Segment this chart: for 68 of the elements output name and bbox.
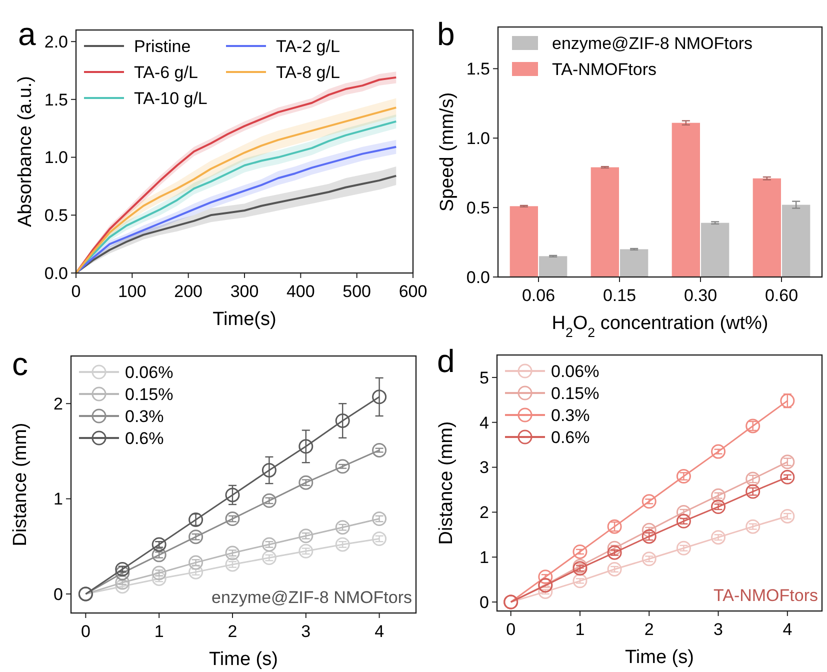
- y-axis-title: Distance (mm): [436, 421, 457, 545]
- legend-label: 0.6%: [125, 428, 164, 448]
- x-tick-label: 1: [575, 620, 585, 639]
- legend-label: TA-6 g/L: [134, 62, 198, 82]
- legend-label: 0.6%: [551, 428, 590, 447]
- x-tick-label: 3: [301, 622, 311, 641]
- annotation: TA-NMOFtors: [713, 586, 818, 605]
- chart-title: a: [18, 16, 36, 52]
- x-tick-label: 0: [80, 622, 90, 641]
- x-axis-title: Time (s): [625, 647, 694, 668]
- y-tick-label: 3: [480, 458, 489, 478]
- annotation: enzyme@ZIF-8 NMOFtors: [212, 588, 412, 607]
- y-tick-label: 1: [480, 548, 489, 568]
- x-tick-label: 100: [118, 282, 146, 301]
- legend-label: 0.06%: [551, 362, 600, 381]
- y-tick-label: 2: [480, 503, 489, 522]
- y-axis-title: Absorbance (a.u.): [15, 76, 36, 228]
- x-axis-title: H$_{2}$O$_{2}$ concentration (wt%): [552, 313, 768, 340]
- x-tick-label: 600: [398, 282, 428, 301]
- legend-label: TA-10 g/L: [134, 88, 208, 108]
- legend-label: 0.3%: [551, 406, 590, 425]
- legend-label: TA-8 g/L: [276, 62, 340, 82]
- y-tick-label: 0.5: [466, 198, 490, 218]
- y-tick-label: 4: [480, 413, 489, 432]
- legend-label: Pristine: [134, 36, 191, 56]
- legend-label: 0.15%: [125, 384, 174, 404]
- y-tick-label: 1.5: [44, 90, 68, 110]
- legend-label: 0.3%: [125, 406, 164, 426]
- x-tick-label: 4: [374, 622, 384, 641]
- chart-title: c: [12, 346, 28, 382]
- y-tick-label: 1.0: [466, 129, 490, 148]
- legend-label: 0.06%: [125, 362, 174, 382]
- x-tick-label: 3: [714, 620, 724, 639]
- x-tick-label: 0.30: [684, 286, 718, 305]
- x-tick-label: 0.15: [602, 286, 636, 305]
- x-tick-label: 300: [230, 282, 259, 301]
- y-tick-label: 1: [54, 490, 63, 509]
- y-tick-label: 2.0: [44, 32, 68, 52]
- x-axis-title: Time (s): [209, 649, 278, 670]
- x-tick-label: 2: [228, 622, 238, 641]
- y-tick-label: 1.0: [44, 148, 68, 168]
- y-tick-label: 5: [480, 368, 489, 388]
- legend-label: TA-NMOFtors: [552, 60, 657, 79]
- y-tick-label: 0.5: [44, 206, 68, 226]
- y-tick-label: 0.0: [466, 268, 490, 287]
- chart-title: d: [437, 343, 455, 380]
- y-tick-label: 1.5: [466, 60, 490, 79]
- legend-label: enzyme@ZIF-8 NMOFtors: [552, 34, 752, 53]
- x-tick-label: 0.60: [764, 286, 798, 305]
- chart-title: b: [437, 16, 455, 52]
- y-tick-label: 2: [54, 394, 63, 414]
- y-tick-label: 0.0: [44, 264, 68, 283]
- y-tick-label: 0: [54, 584, 63, 604]
- legend-label: 0.15%: [551, 384, 600, 403]
- x-tick-label: 0: [71, 282, 81, 301]
- x-tick-label: 2: [644, 620, 654, 639]
- x-tick-label: 0.06: [522, 286, 556, 305]
- x-tick-label: 500: [342, 282, 372, 301]
- legend-label: TA-2 g/L: [276, 36, 340, 56]
- y-tick-label: 0: [480, 592, 489, 612]
- y-axis-title: Speed (mm/s): [437, 92, 458, 212]
- x-tick-label: 400: [286, 282, 315, 301]
- x-tick-label: 0: [506, 620, 516, 639]
- x-axis-title: Time(s): [212, 309, 276, 330]
- x-tick-label: 4: [782, 620, 792, 639]
- y-axis-title: Distance (mm): [10, 422, 31, 546]
- x-tick-label: 200: [174, 282, 203, 301]
- x-tick-label: 1: [154, 622, 164, 641]
